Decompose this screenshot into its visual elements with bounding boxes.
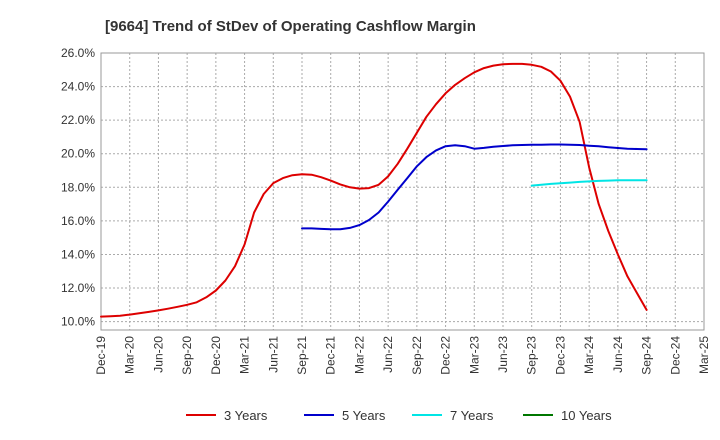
x-tick-label: Mar-21 [238,336,252,374]
x-tick-label: Jun-24 [611,336,625,373]
x-tick-label: Mar-25 [697,336,711,374]
x-tick-label: Dec-21 [324,336,338,375]
x-tick-label: Sep-22 [410,336,424,375]
series-line-3-years [100,62,648,318]
x-tick-label: Sep-24 [640,336,654,375]
x-tick-label: Dec-23 [553,336,567,375]
x-tick-label: Jun-23 [496,336,510,373]
y-tick-label: 20.0% [61,147,95,161]
y-tick-label: 12.0% [61,281,95,295]
series-line-7-years [530,179,648,187]
x-tick-label: Jun-21 [266,336,280,373]
x-tick-label: Mar-22 [352,336,366,374]
series-line-5-years [301,143,648,231]
y-tick-label: 16.0% [61,214,95,228]
y-tick-label: 24.0% [61,80,95,94]
x-tick-label: Sep-23 [525,336,539,375]
y-axis-ticks: 10.0% 12.0% 14.0% 16.0% 18.0% 20.0% 22.0% 24.0%… [61,46,95,329]
y-tick-label: 26.0% [61,46,95,60]
series-layer [100,62,648,318]
x-tick-label: Mar-20 [123,336,137,374]
x-tick-label: Dec-19 [94,336,108,375]
y-tick-label: 14.0% [61,247,95,261]
x-tick-label: Mar-23 [467,336,481,374]
y-tick-label: 22.0% [61,113,95,127]
legend: 3 Years 5 Years 7 Years 10 Years [186,408,612,423]
x-tick-label: Jun-20 [151,336,165,373]
chart-title: [9664] Trend of StDev of Operating Cashf… [105,18,476,35]
x-tick-label: Dec-24 [668,336,682,375]
x-axis-ticks: Dec-19 Mar-20 Jun-20 Sep-20 Dec-20 Mar-21 Jun-… [94,336,711,375]
y-tick-label: 10.0% [61,315,95,329]
legend-label: 5 Years [342,408,386,423]
y-tick-label: 18.0% [61,180,95,194]
x-tick-label: Dec-22 [439,336,453,375]
x-tick-label: Dec-20 [209,336,223,375]
x-tick-label: Mar-24 [582,336,596,374]
legend-label: 10 Years [561,408,612,423]
x-tick-label: Sep-20 [180,336,194,375]
plot-frame [100,52,705,331]
x-tick-label: Sep-21 [295,336,309,375]
x-tick-label: Jun-22 [381,336,395,373]
legend-label: 3 Years [224,408,268,423]
legend-label: 7 Years [450,408,494,423]
